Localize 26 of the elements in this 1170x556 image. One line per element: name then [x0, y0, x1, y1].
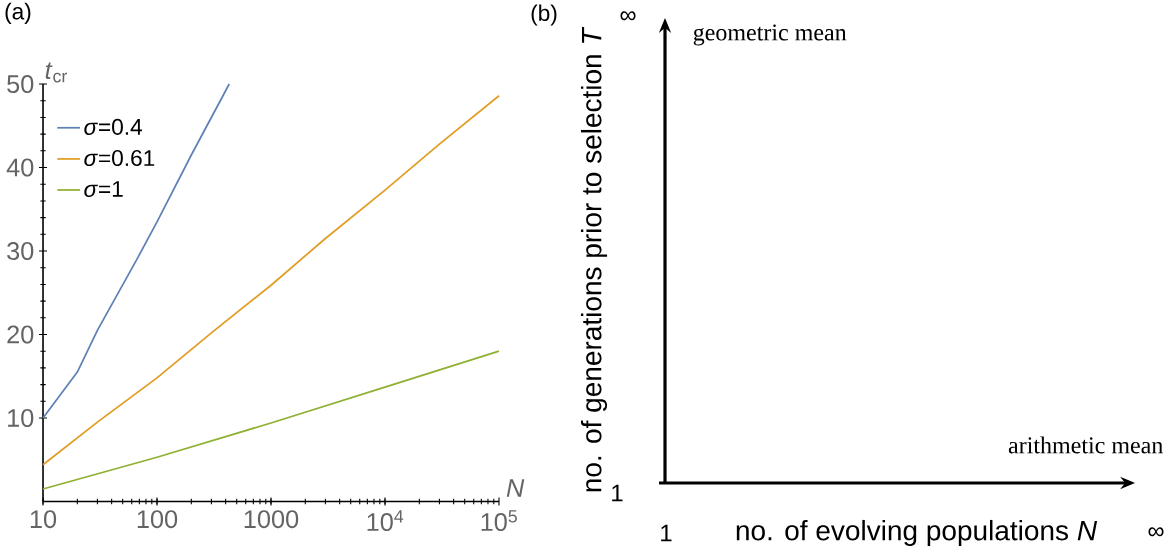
line-series [42, 350, 500, 490]
text: geometric mean [693, 24, 847, 46]
x-tick-label: 100 [137, 510, 178, 529]
text: 1 [612, 484, 623, 502]
legend-label: σ=0.4 [84, 118, 143, 135]
x-tick-label: 10$^{4}$ [367, 510, 404, 532]
chart-title: (a) [5, 2, 31, 24]
x-tick-label: 10$^{5}$ [481, 510, 517, 532]
legend-label: σ=1 [84, 181, 123, 197]
text: arithmetic mean [1008, 436, 1163, 454]
y-tick-label: 30 [7, 242, 34, 260]
legend-label: σ=0.61 [84, 150, 155, 167]
y-tick-label: 10 [8, 409, 34, 427]
text: no. of evolving populations N [736, 519, 1098, 547]
text: no. of generations prior to selection T [580, 26, 608, 492]
y-tick-label: 20 [7, 325, 34, 344]
text: (b) [531, 4, 557, 26]
y-axis-title: t$_{cr}$ [45, 62, 67, 83]
text: ∞ [1148, 527, 1164, 537]
x-axis-title: N [506, 479, 525, 497]
text: ∞ [620, 11, 636, 21]
x-tick-label: 10 [30, 510, 57, 529]
y-tick-label: 40 [6, 158, 34, 177]
y-tick-label: 50 [7, 75, 34, 93]
x-tick-label: 1000 [244, 510, 299, 529]
text: 1 [661, 524, 672, 542]
